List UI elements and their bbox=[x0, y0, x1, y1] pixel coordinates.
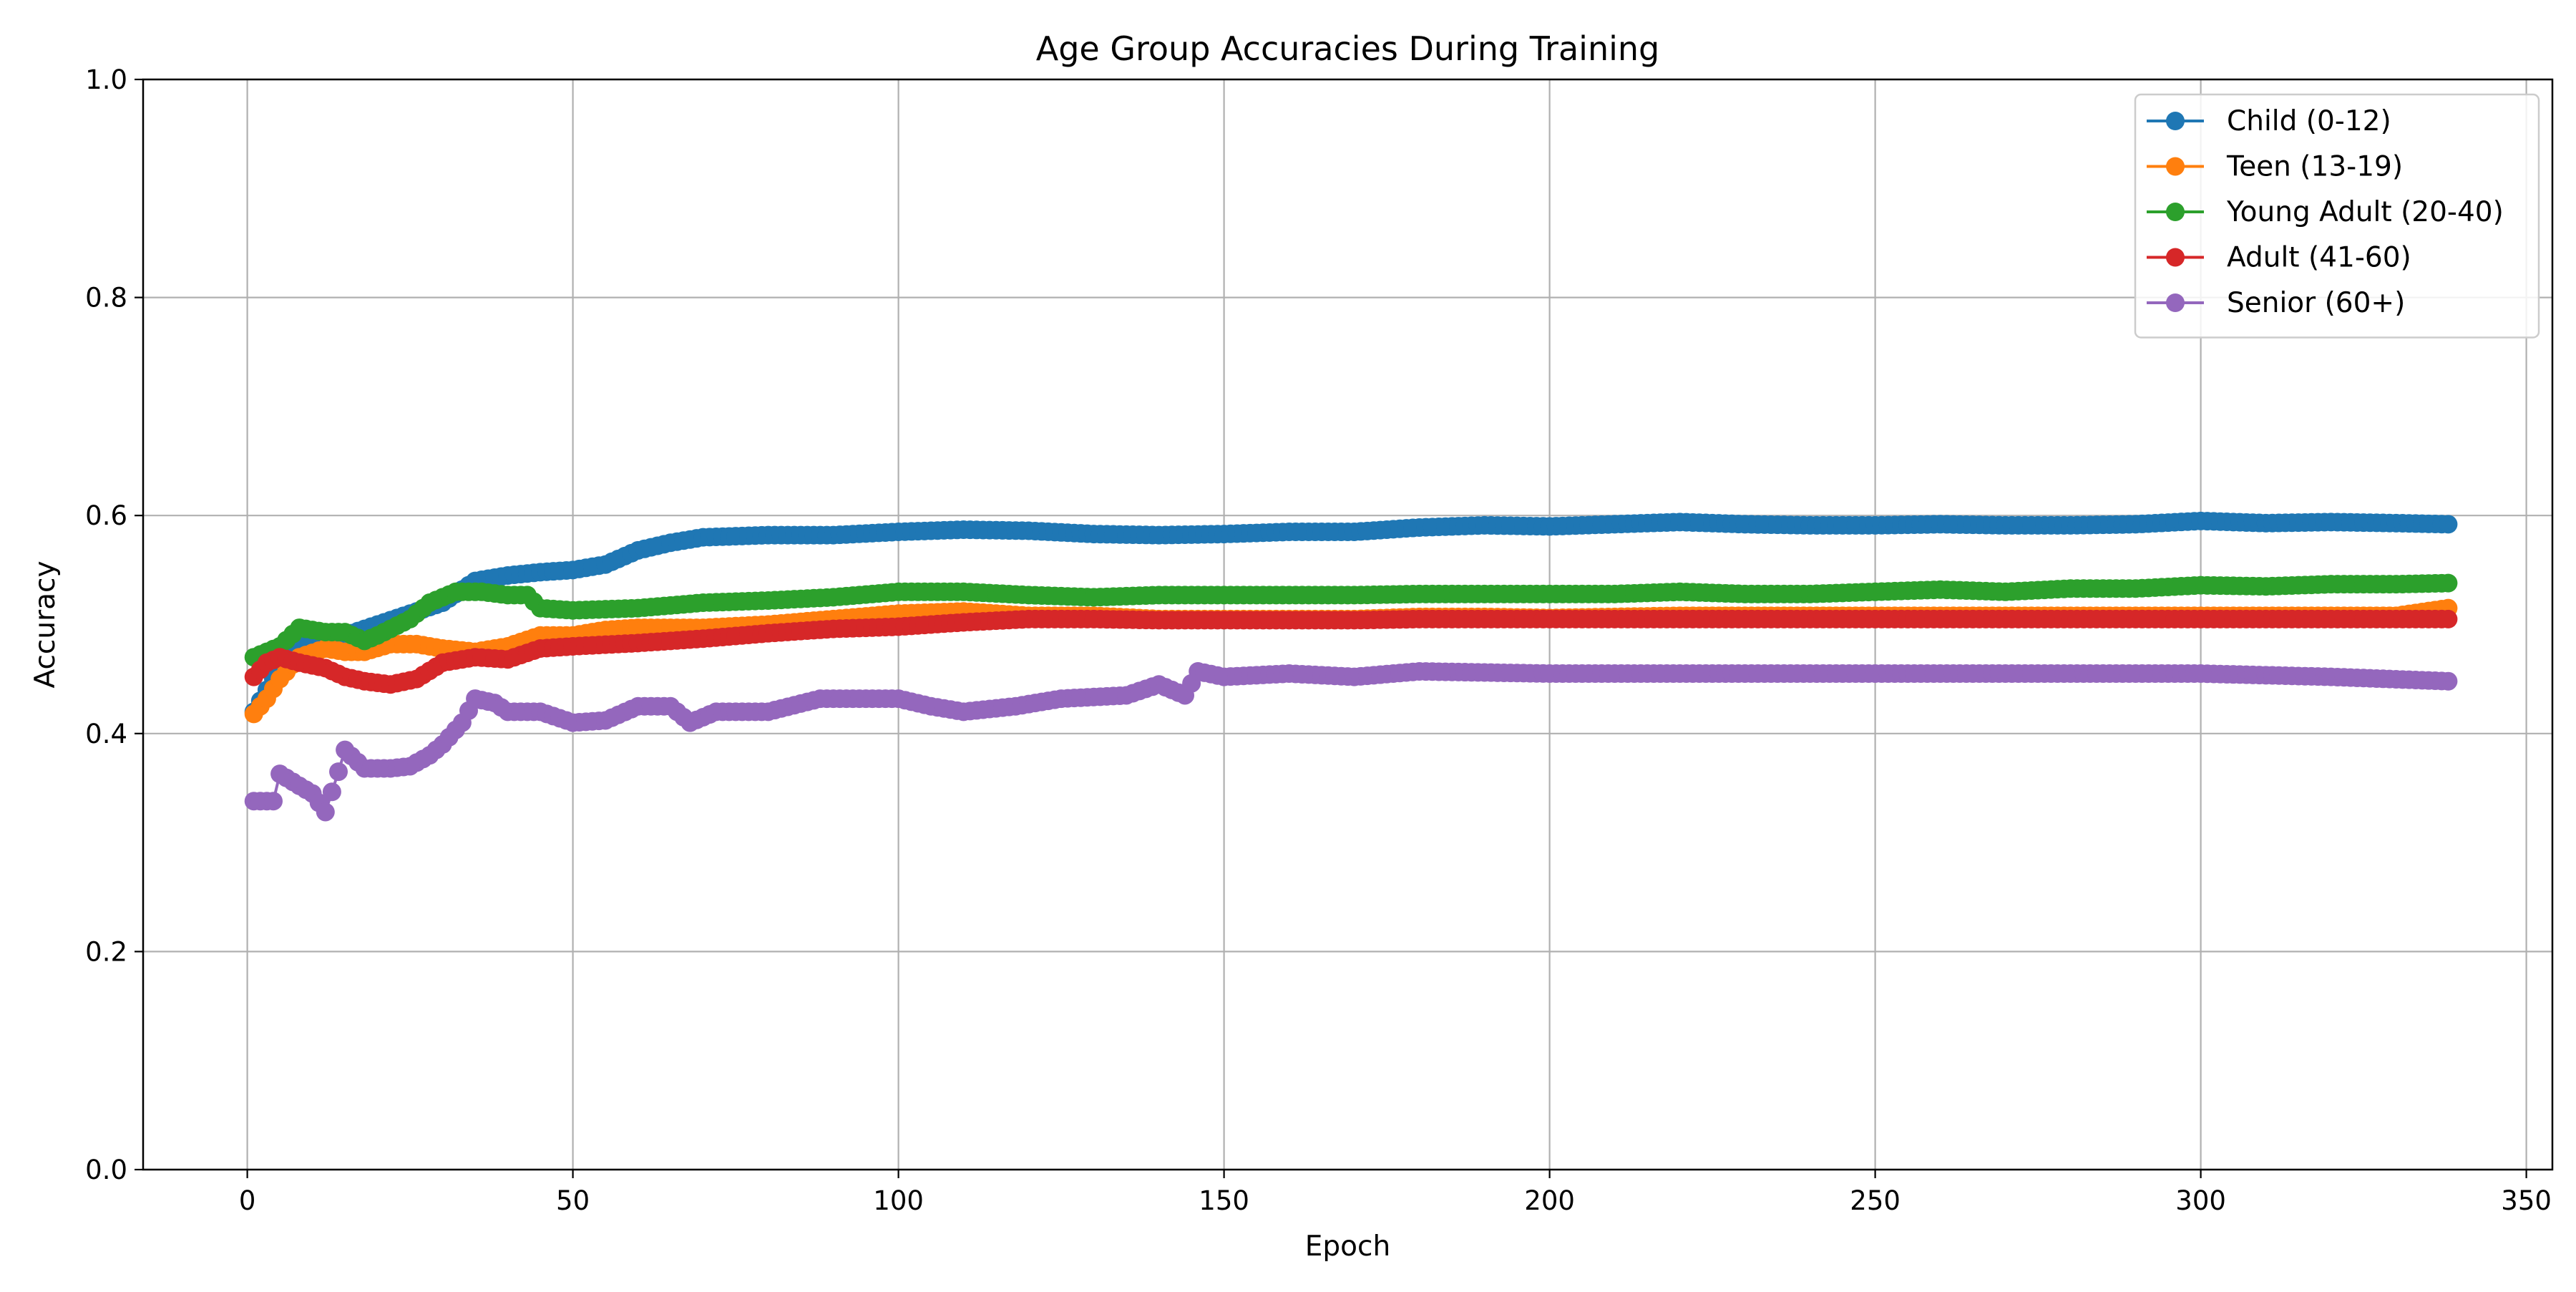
legend: Child (0-12) Teen (13-19) Young Adult (20-… bbox=[2134, 93, 2540, 339]
x-tick-label: 150 bbox=[1199, 1185, 1249, 1216]
legend-frame bbox=[2134, 93, 2540, 339]
x-tick-label: 350 bbox=[2501, 1185, 2552, 1216]
x-tick-label: 0 bbox=[239, 1185, 256, 1216]
legend-label: Young Adult (20-40) bbox=[2226, 196, 2504, 228]
y-tick-label: 1.0 bbox=[85, 64, 127, 95]
legend-swatch-marker bbox=[2166, 293, 2185, 312]
tick-layer: 0 50 100 150 200 250 300 350 0.0 0.2 0.4 0.6 0.8 1.0 bbox=[85, 64, 2552, 1216]
plot-frame bbox=[142, 78, 2554, 1171]
series-3 bbox=[244, 573, 2458, 667]
x-tick-label: 50 bbox=[556, 1185, 590, 1216]
series-4 bbox=[244, 609, 2458, 694]
data-point bbox=[2439, 573, 2458, 593]
y-tick-label: 0.4 bbox=[85, 719, 127, 749]
x-axis-label: Epoch bbox=[1305, 1230, 1390, 1263]
data-point bbox=[316, 802, 335, 822]
y-tick-label: 0.0 bbox=[85, 1155, 127, 1185]
x-tick-label: 200 bbox=[1524, 1185, 1575, 1216]
data-point bbox=[322, 782, 341, 802]
chart-title: Age Group Accuracies During Training bbox=[1036, 29, 1659, 68]
y-tick-label: 0.2 bbox=[85, 936, 127, 967]
legend-label: Child (0-12) bbox=[2227, 105, 2391, 137]
data-point bbox=[2439, 671, 2458, 691]
data-point bbox=[2439, 515, 2458, 534]
x-tick-label: 250 bbox=[1850, 1185, 1901, 1216]
legend-label: Senior (60+) bbox=[2227, 287, 2405, 319]
legend-label: Adult (41-60) bbox=[2227, 242, 2411, 274]
legend-swatch-marker bbox=[2166, 157, 2185, 176]
data-point bbox=[264, 792, 283, 811]
data-point bbox=[329, 762, 348, 782]
legend-swatch-marker bbox=[2166, 203, 2185, 221]
x-tick-label: 100 bbox=[873, 1185, 924, 1216]
legend-label: Teen (13-19) bbox=[2226, 151, 2403, 183]
y-tick-label: 0.6 bbox=[85, 500, 127, 531]
x-tick-label: 300 bbox=[2175, 1185, 2226, 1216]
y-axis-label: Accuracy bbox=[29, 560, 62, 688]
legend-swatch-marker bbox=[2166, 248, 2185, 267]
y-tick-label: 0.8 bbox=[85, 283, 127, 314]
series-5 bbox=[244, 661, 2458, 822]
legend-swatch-marker bbox=[2166, 112, 2185, 130]
series-layer bbox=[244, 511, 2458, 822]
data-point bbox=[2439, 609, 2458, 628]
